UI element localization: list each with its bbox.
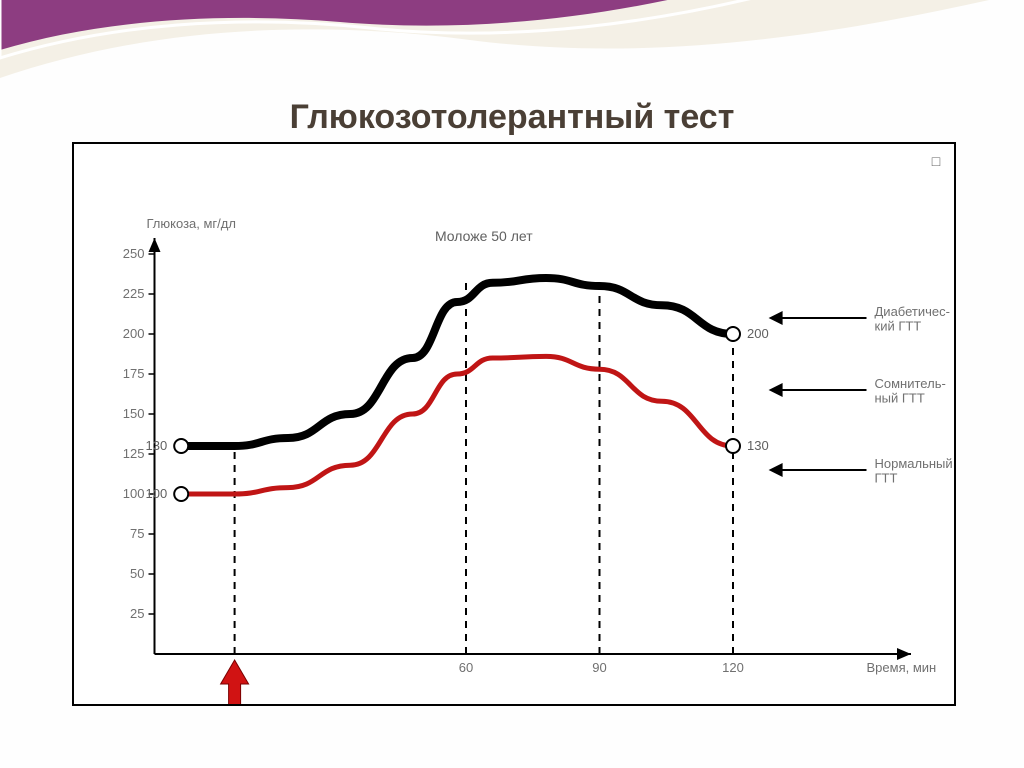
svg-text:250: 250 <box>123 246 145 261</box>
gtt-chart: 25 50 75 100 125 150 175 200 225 250Глюкоза, мг/д… <box>74 144 954 704</box>
svg-text:25: 25 <box>130 606 144 621</box>
svg-text:130: 130 <box>747 438 769 453</box>
svg-text:Сомнитель-ный ГТТ: Сомнитель-ный ГТТ <box>875 376 946 405</box>
svg-text:120: 120 <box>722 660 744 675</box>
decorative-ribbon <box>0 0 1024 90</box>
svg-text:Время, мин: Время, мин <box>867 660 937 675</box>
svg-text:200: 200 <box>747 326 769 341</box>
svg-text:НормальныйГТТ: НормальныйГТТ <box>875 456 953 485</box>
slide-title: Глюкозотолерантный тест <box>0 98 1024 137</box>
svg-text:200: 200 <box>123 326 145 341</box>
chart-container: 25 50 75 100 125 150 175 200 225 250Глюкоза, мг/д… <box>72 142 956 706</box>
svg-text:60: 60 <box>459 660 473 675</box>
svg-text:130: 130 <box>145 438 167 453</box>
svg-text:225: 225 <box>123 286 145 301</box>
svg-text:150: 150 <box>123 406 145 421</box>
svg-text:100: 100 <box>123 486 145 501</box>
svg-text:50: 50 <box>130 566 144 581</box>
svg-text:75: 75 <box>130 526 144 541</box>
svg-text:175: 175 <box>123 366 145 381</box>
svg-text:Глюкоза, мг/дл: Глюкоза, мг/дл <box>147 216 236 231</box>
svg-text:100: 100 <box>145 486 167 501</box>
svg-text:Диабетичес-кий ГТТ: Диабетичес-кий ГТТ <box>875 304 950 333</box>
svg-text:Моложе 50 лет: Моложе 50 лет <box>435 228 533 244</box>
svg-text:90: 90 <box>592 660 606 675</box>
svg-text:□: □ <box>932 153 941 169</box>
svg-text:125: 125 <box>123 446 145 461</box>
